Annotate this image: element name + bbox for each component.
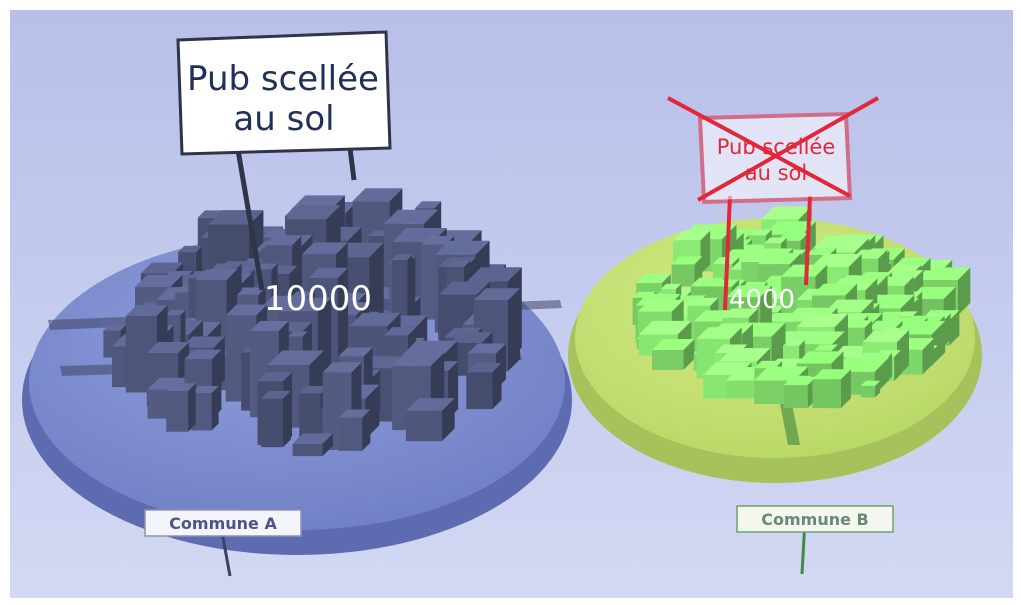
commune-b-label-box	[736, 505, 894, 533]
commune-a-building	[405, 398, 455, 442]
commune-b-sign-pole-right	[804, 195, 812, 286]
commune-a-label: Commune A	[169, 514, 277, 533]
commune-b-sign-line2: au sol	[745, 161, 807, 185]
commune-b-building	[671, 256, 703, 287]
commune-a-sign-pole-left	[235, 149, 265, 291]
commune-b-building	[860, 380, 881, 398]
commune-b-buildings	[632, 206, 971, 409]
commune-a-sign-line1: Pub scellée	[187, 59, 379, 99]
commune-a-building	[166, 383, 196, 432]
commune-b-building	[652, 338, 695, 370]
commune-a-buildings	[103, 188, 522, 457]
commune-b-sign: Pub scellée au sol	[667, 96, 879, 205]
commune-b-building	[783, 376, 817, 408]
commune-b-label: Commune B	[761, 510, 868, 529]
commune-a-building	[292, 433, 334, 457]
commune-b-strike-line-2	[697, 96, 879, 202]
commune-a-sign-pole-right	[347, 147, 357, 181]
commune-a-label-pole	[220, 531, 232, 577]
commune-b-count: 4000	[729, 285, 795, 315]
commune-a-building	[260, 390, 291, 448]
commune-a-building	[338, 409, 371, 451]
commune-b-building	[812, 369, 851, 409]
commune-a-count: 10000	[264, 279, 372, 319]
commune-a-sign-line2: au sol	[233, 99, 334, 139]
commune-a-sign: Pub scellée au sol	[176, 30, 392, 156]
commune-b-sign-pole-left	[723, 195, 732, 311]
commune-b-strike-line-1	[667, 96, 851, 198]
commune-a-building	[466, 363, 502, 410]
commune-a-building	[191, 386, 219, 431]
commune-a-label-box	[144, 509, 302, 537]
commune-a-sign-board	[176, 30, 392, 156]
commune-a: Pub scellée au sol 10000 Commune A	[22, 30, 572, 577]
commune-b: Pub scellée au sol 4000 Commune B	[568, 96, 982, 575]
